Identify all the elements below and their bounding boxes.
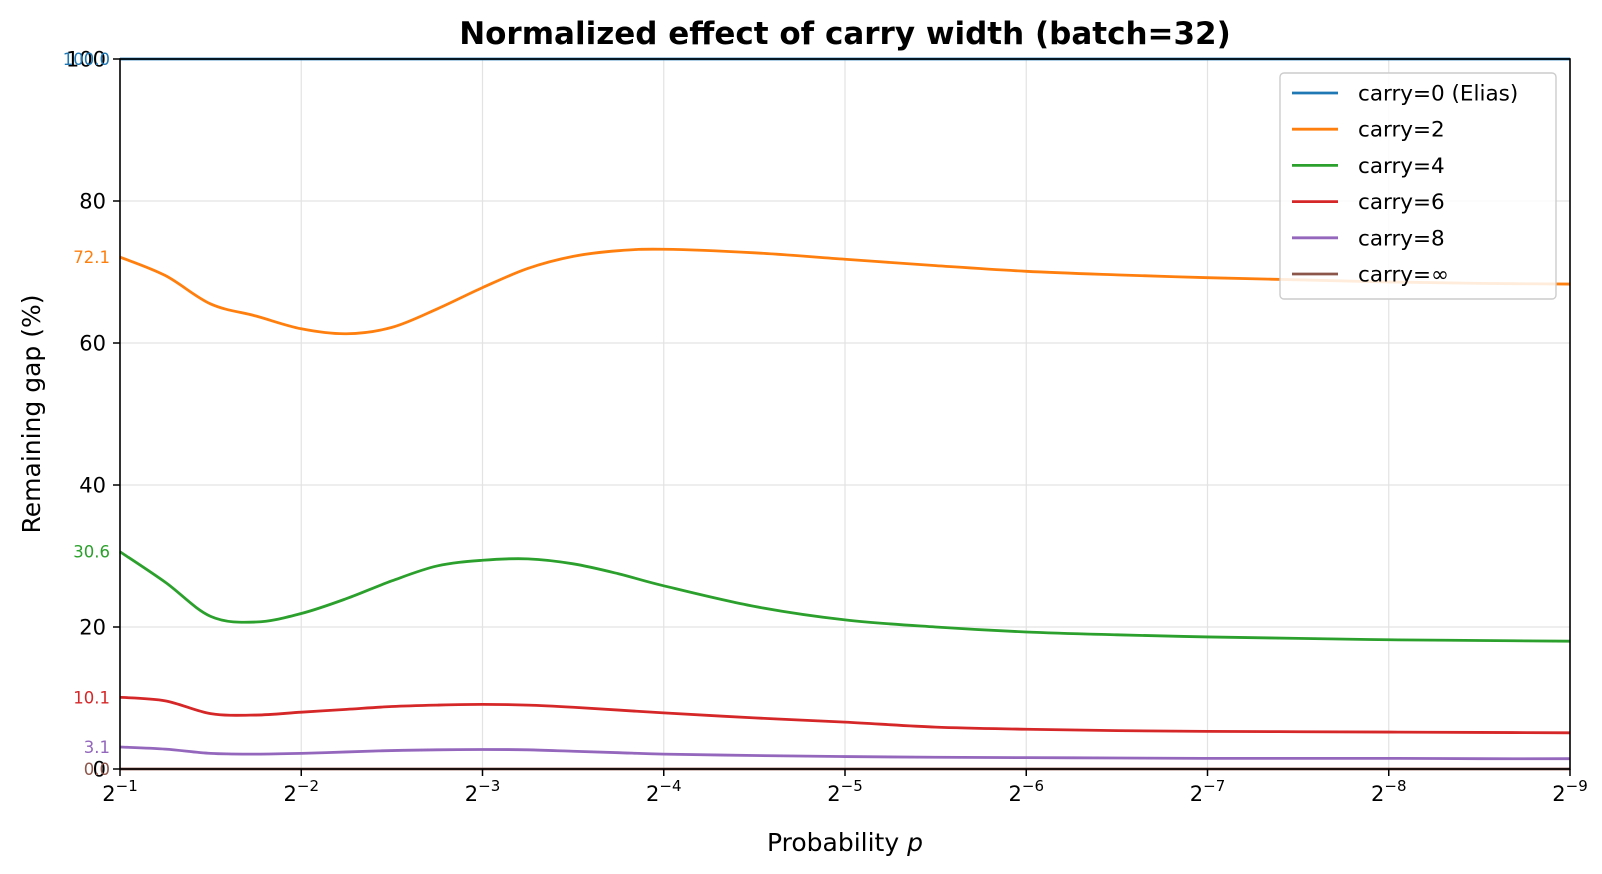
x-tick-base: 2: [827, 782, 840, 806]
x-tick-label: 2−9: [1552, 777, 1588, 806]
y-tick-label: 100: [66, 48, 106, 72]
y-tick-label: 20: [79, 616, 106, 640]
x-tick-label: 2−4: [646, 777, 682, 806]
legend-label: carry=8: [1358, 226, 1445, 251]
x-tick-label: 2−2: [284, 777, 320, 806]
x-tick-label: 2−7: [1190, 777, 1226, 806]
x-tick-exponent: −2: [297, 777, 319, 795]
series-line: [119, 745, 1571, 761]
series-start-label: 3.1: [84, 738, 110, 757]
series-start-label: 30.6: [73, 543, 110, 562]
x-tick-exponent: −3: [478, 777, 500, 795]
x-tick-base: 2: [465, 782, 478, 806]
series-line: [119, 247, 1571, 336]
series-start-label: 0.0: [84, 760, 110, 779]
x-tick-exponent: −8: [1384, 777, 1406, 795]
x-tick-base: 2: [102, 782, 115, 806]
x-tick-base: 2: [1190, 782, 1203, 806]
x-axis-label-text: Probability: [767, 828, 907, 857]
x-tick-base: 2: [646, 782, 659, 806]
legend-box: [1279, 72, 1557, 300]
x-tick-exponent: −5: [841, 777, 863, 795]
x-tick-exponent: −9: [1566, 777, 1588, 795]
series-start-label: 72.1: [73, 248, 110, 267]
legend: carry=0 (Elias) carry=2 carry=4 carry=6 carr…: [1279, 72, 1557, 300]
x-tick-base: 2: [1009, 782, 1022, 806]
x-tick-label: 2−6: [1009, 777, 1045, 806]
y-tick-label: 60: [79, 332, 106, 356]
legend-label: carry=0 (Elias): [1358, 82, 1518, 107]
x-tick-label: 2−5: [827, 777, 863, 806]
x-tick-label: 2−3: [465, 777, 501, 806]
x-tick-label: 2−8: [1371, 777, 1407, 806]
x-tick-base: 2: [284, 782, 297, 806]
chart-title: Normalized effect of carry width (batch=…: [459, 16, 1231, 52]
x-tick-exponent: −7: [1203, 777, 1225, 795]
legend-items: carry=0 (Elias) carry=2 carry=4 carry=6 carr…: [1292, 82, 1518, 288]
series-line: [119, 695, 1571, 735]
x-tick-base: 2: [1371, 782, 1384, 806]
y-tick-label: 0: [93, 758, 106, 782]
x-axis-label: Probability p: [767, 828, 923, 857]
x-axis-label-variable: p: [906, 828, 923, 857]
series-line: [119, 550, 1571, 643]
legend-label: carry=∞: [1358, 263, 1449, 288]
series-start-labels: 100.0 72.1 30.6 10.1 3.1 0.0: [63, 50, 110, 779]
x-tick-base: 2: [1552, 782, 1565, 806]
x-tick-label: 2−1: [102, 777, 138, 806]
legend-label: carry=4: [1358, 154, 1445, 179]
y-tick-label: 80: [79, 190, 106, 214]
series-start-label: 10.1: [73, 688, 110, 707]
y-axis-label: Remaining gap (%): [17, 295, 46, 534]
x-axis-ticks: 2−1 2−2 2−3 2−4 2−5 2−6 2−7 2−8 2−9: [102, 769, 1588, 806]
legend-label: carry=2: [1358, 118, 1445, 143]
x-tick-exponent: −1: [116, 777, 138, 795]
x-tick-exponent: −6: [1022, 777, 1044, 795]
legend-label: carry=6: [1358, 190, 1445, 215]
series-start-label: 100.0: [63, 50, 110, 69]
y-tick-label: 40: [79, 474, 106, 498]
x-tick-exponent: −4: [659, 777, 681, 795]
y-axis-ticks: 0 20 40 60 80 100: [66, 48, 120, 782]
